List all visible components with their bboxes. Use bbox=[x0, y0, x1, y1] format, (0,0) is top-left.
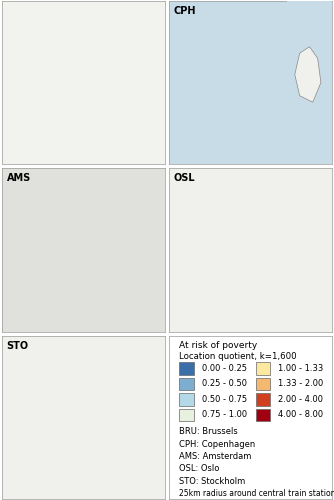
Text: 2.00 - 4.00: 2.00 - 4.00 bbox=[279, 395, 323, 404]
Bar bbox=[256, 378, 270, 390]
Bar bbox=[256, 362, 270, 374]
Text: 0.50 - 0.75: 0.50 - 0.75 bbox=[202, 395, 247, 404]
Text: BRU: Brussels: BRU: Brussels bbox=[179, 427, 237, 436]
Bar bbox=[179, 378, 193, 390]
Text: Location quotient, k=1,600: Location quotient, k=1,600 bbox=[179, 352, 297, 361]
Bar bbox=[179, 394, 193, 406]
Text: 0.75 - 1.00: 0.75 - 1.00 bbox=[202, 410, 247, 420]
Polygon shape bbox=[287, 1, 332, 164]
Text: 0.25 - 0.50: 0.25 - 0.50 bbox=[202, 380, 247, 388]
Bar bbox=[179, 409, 193, 421]
Text: AMS: Amsterdam: AMS: Amsterdam bbox=[179, 452, 251, 461]
Text: CPH: Copenhagen: CPH: Copenhagen bbox=[179, 440, 255, 448]
Bar bbox=[179, 362, 193, 374]
Polygon shape bbox=[169, 168, 332, 332]
Polygon shape bbox=[2, 336, 165, 499]
Text: 25km radius around central train stations: 25km radius around central train station… bbox=[179, 489, 334, 498]
Text: At risk of poverty: At risk of poverty bbox=[179, 340, 257, 349]
Bar bbox=[256, 394, 270, 406]
Text: 1.33 - 2.00: 1.33 - 2.00 bbox=[279, 380, 324, 388]
Polygon shape bbox=[295, 46, 321, 102]
Text: 4.00 - 8.00: 4.00 - 8.00 bbox=[279, 410, 324, 420]
Bar bbox=[256, 409, 270, 421]
Text: 1.00 - 1.33: 1.00 - 1.33 bbox=[279, 364, 324, 373]
Text: STO: Stockholm: STO: Stockholm bbox=[179, 477, 245, 486]
Text: OSL: Oslo: OSL: Oslo bbox=[179, 464, 219, 473]
Text: 0.00 - 0.25: 0.00 - 0.25 bbox=[202, 364, 247, 373]
Text: OSL: OSL bbox=[174, 174, 196, 184]
Text: CPH: CPH bbox=[174, 6, 196, 16]
Text: STO: STO bbox=[7, 340, 29, 350]
Text: AMS: AMS bbox=[7, 174, 31, 184]
